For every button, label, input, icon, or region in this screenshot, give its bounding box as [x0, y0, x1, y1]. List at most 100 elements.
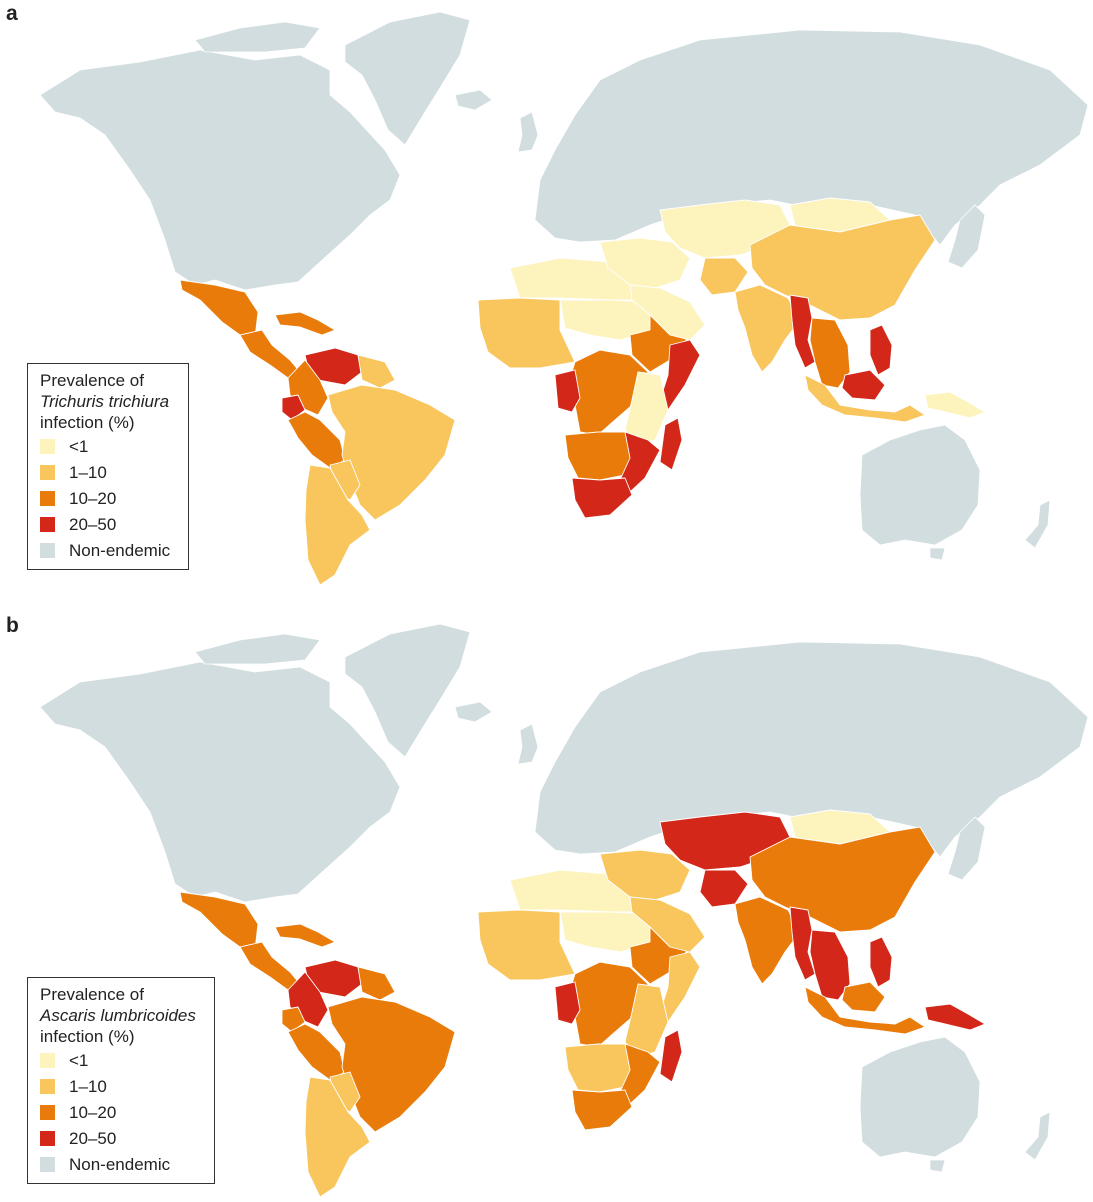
legend-label: 20–50 — [69, 1128, 117, 1148]
legend-swatch — [40, 438, 55, 454]
legend-swatch — [40, 490, 55, 506]
legend-swatch — [40, 1104, 55, 1120]
legend-unit: infection (%) — [40, 1027, 135, 1046]
legend-swatch — [40, 516, 55, 532]
region-middle-east — [599, 237, 691, 289]
region-afghanistan — [699, 257, 749, 296]
legend-unit: infection (%) — [40, 413, 135, 432]
legend-item: 10–20 — [40, 1099, 204, 1125]
tasmania-landmass — [929, 547, 946, 561]
australia-landmass — [859, 424, 981, 546]
legend-label: 10–20 — [69, 488, 117, 508]
japan-landmass — [947, 816, 986, 881]
region-south-africa — [571, 1089, 633, 1131]
region-central-america — [239, 941, 301, 991]
legend-swatch — [40, 1078, 55, 1094]
uk-landmass — [517, 111, 539, 153]
region-india — [734, 896, 801, 985]
new-zealand-landmass — [1024, 1111, 1051, 1161]
region-caribbean — [274, 923, 336, 948]
legend-title: Prevalence of — [40, 371, 144, 390]
region-southern-cone — [304, 464, 371, 586]
north-america-landmass — [39, 49, 401, 291]
region-madagascar — [659, 1029, 683, 1083]
legend-swatch — [40, 1156, 55, 1172]
region-southern-cone — [304, 1076, 371, 1198]
region-new-guinea — [924, 391, 986, 419]
legend-swatch — [40, 542, 55, 558]
legend-label: <1 — [69, 1050, 89, 1070]
japan-landmass — [947, 204, 986, 269]
panel-a: a Prevalence of Trichuris trichiura infe… — [0, 0, 1093, 590]
region-somalia — [659, 951, 701, 1023]
region-philippines — [869, 936, 893, 988]
region-brazil — [327, 996, 456, 1133]
legend-swatch — [40, 1052, 55, 1068]
world-map — [39, 623, 1089, 1198]
region-guyanas — [357, 354, 396, 389]
legend-item: 1–10 — [40, 1073, 204, 1099]
region-peru — [287, 1023, 346, 1081]
region-mozambique — [619, 431, 661, 493]
legend-label: 20–50 — [69, 514, 117, 534]
region-congo-west — [554, 981, 581, 1025]
region-congo-west — [554, 369, 581, 413]
uk-landmass — [517, 723, 539, 765]
region-se-asia — [809, 929, 851, 1001]
greenland-landmass — [344, 623, 471, 758]
region-new-guinea — [924, 1003, 986, 1031]
region-philippines — [869, 324, 893, 376]
legend: Prevalence of Ascaris lumbricoides infec… — [27, 977, 215, 1184]
arctic-islands-landmass — [194, 21, 321, 53]
legend-item: Non-endemic — [40, 537, 178, 563]
region-arabia — [629, 896, 706, 953]
region-china — [749, 826, 936, 933]
region-central-america — [239, 329, 301, 379]
region-afghanistan — [699, 869, 749, 908]
legend-item: 20–50 — [40, 1125, 204, 1151]
new-zealand-landmass — [1024, 499, 1051, 549]
legend-species: Ascaris lumbricoides — [40, 1006, 196, 1025]
legend-item: 1–10 — [40, 459, 178, 485]
legend-label: 10–20 — [69, 1102, 117, 1122]
region-guyanas — [357, 966, 396, 1001]
world-map — [39, 11, 1089, 586]
iceland-landmass — [454, 701, 493, 723]
region-caribbean — [274, 311, 336, 336]
panel-letter: a — [6, 2, 18, 25]
region-mozambique — [619, 1043, 661, 1105]
greenland-landmass — [344, 11, 471, 146]
panel-b: b Prevalence of Ascaris lumbricoides inf… — [0, 612, 1093, 1202]
legend: Prevalence of Trichuris trichiura infect… — [27, 363, 189, 570]
legend-species: Trichuris trichiura — [40, 392, 170, 411]
region-india — [734, 284, 801, 373]
region-somalia — [659, 339, 701, 411]
region-south-africa — [571, 477, 633, 519]
arctic-islands-landmass — [194, 633, 321, 665]
region-borneo — [841, 369, 886, 401]
region-peru — [287, 411, 346, 469]
legend-label: Non-endemic — [69, 540, 171, 560]
region-west-africa — [477, 297, 576, 369]
legend-item: <1 — [40, 433, 178, 459]
australia-landmass — [859, 1036, 981, 1158]
region-madagascar — [659, 417, 683, 471]
legend-label: <1 — [69, 436, 89, 456]
region-middle-east — [599, 849, 691, 901]
legend-item: 20–50 — [40, 511, 178, 537]
region-west-africa — [477, 909, 576, 981]
iceland-landmass — [454, 89, 493, 111]
region-borneo — [841, 981, 886, 1013]
north-america-landmass — [39, 661, 401, 903]
region-indonesia — [804, 986, 926, 1035]
legend-swatch — [40, 1130, 55, 1146]
legend-swatch — [40, 464, 55, 480]
region-arabia — [629, 284, 706, 341]
region-se-asia — [809, 317, 851, 389]
region-china — [749, 214, 936, 321]
legend-title: Prevalence of — [40, 985, 144, 1004]
panel-letter: b — [6, 614, 19, 637]
region-brazil — [327, 384, 456, 521]
tasmania-landmass — [929, 1159, 946, 1173]
legend-item: <1 — [40, 1047, 204, 1073]
